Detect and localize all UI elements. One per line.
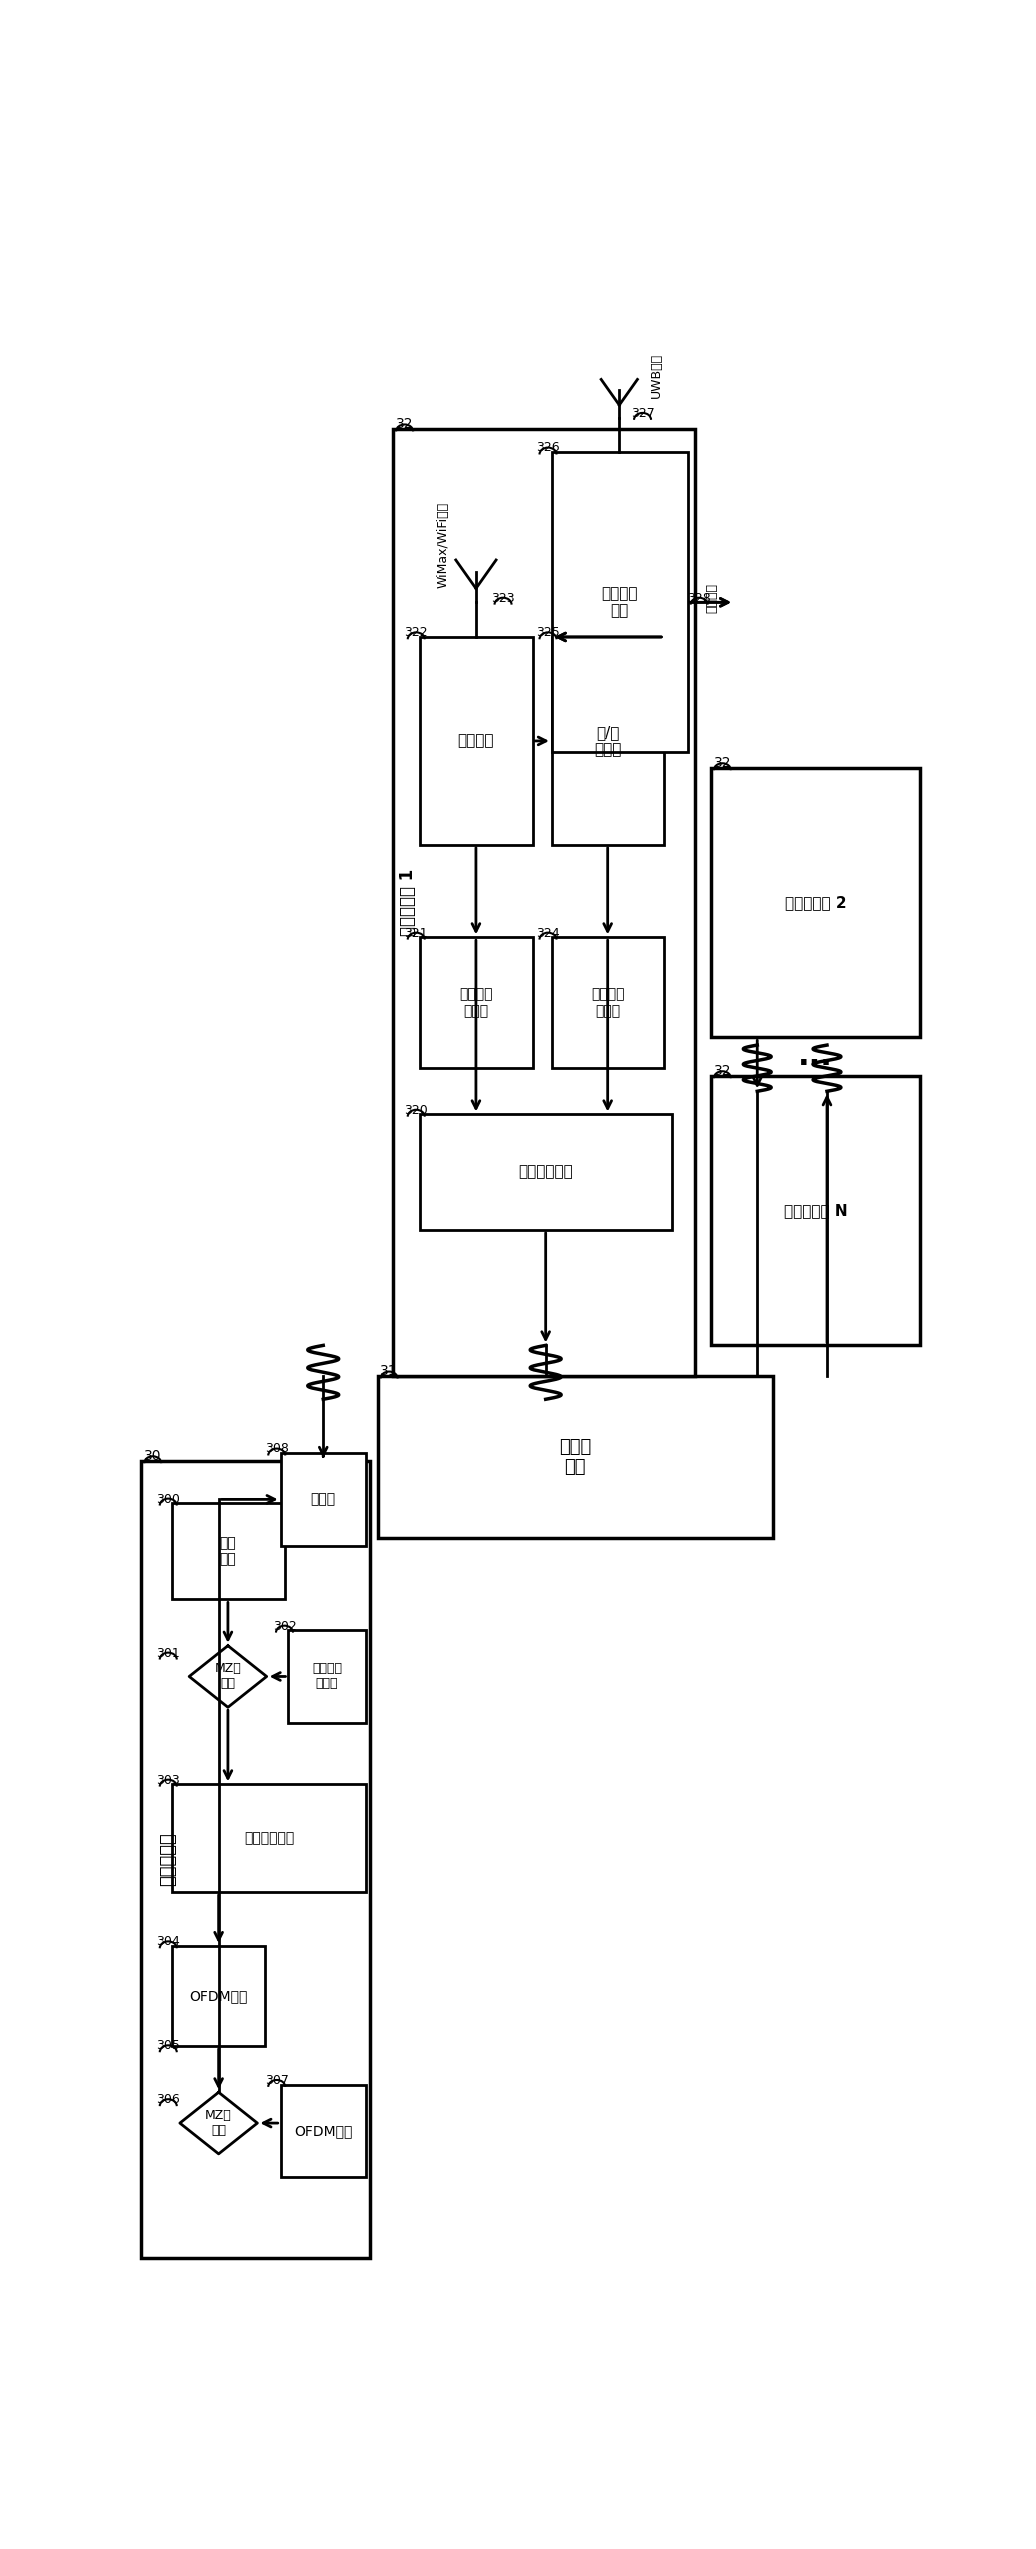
Text: OFDM模块: OFDM模块 [190, 1988, 248, 2004]
Text: ...: ... [798, 1043, 833, 1071]
Text: 324: 324 [537, 928, 559, 941]
Text: 328: 328 [687, 591, 711, 604]
Bar [711, 1076, 920, 1346]
Text: 325: 325 [536, 627, 559, 640]
Text: 307: 307 [265, 2075, 289, 2088]
Text: 30: 30 [144, 1450, 162, 1463]
Text: 300: 300 [156, 1494, 180, 1506]
Bar [141, 1461, 370, 2258]
Text: 320: 320 [404, 1104, 428, 1116]
Text: 光网络单元 2: 光网络单元 2 [784, 895, 846, 910]
Text: 326: 326 [537, 441, 559, 454]
Text: 306: 306 [156, 2093, 180, 2105]
Bar [288, 1631, 366, 1723]
Text: 305: 305 [156, 2039, 180, 2052]
Text: 322: 322 [404, 627, 428, 640]
Text: 323: 323 [491, 591, 515, 604]
Text: 模/数
转换器: 模/数 转换器 [594, 724, 622, 757]
Text: 光回路调控器: 光回路调控器 [243, 1830, 294, 1845]
Text: 高速光电
接收器: 高速光电 接收器 [591, 986, 625, 1017]
Bar [421, 1114, 672, 1229]
Text: 光网络单元 1: 光网络单元 1 [400, 869, 418, 935]
Bar [172, 1945, 265, 2047]
Text: 光分配
网络: 光分配 网络 [559, 1438, 592, 1476]
Bar [421, 637, 533, 844]
Text: UWB信号: UWB信号 [650, 352, 663, 398]
Text: 射频信号
发生器: 射频信号 发生器 [312, 1662, 342, 1690]
Text: 321: 321 [404, 928, 428, 941]
Bar [281, 2085, 366, 2177]
Text: 301: 301 [156, 1647, 180, 1659]
Text: MZ调
制器: MZ调 制器 [214, 1662, 241, 1690]
Bar [172, 1504, 285, 1598]
Text: 32: 32 [714, 757, 731, 770]
Text: 304: 304 [156, 1935, 180, 1947]
Bar [711, 767, 920, 1037]
Text: 302: 302 [272, 1619, 296, 1631]
Text: 光网络单元 N: 光网络单元 N [783, 1203, 847, 1218]
Bar [377, 1376, 773, 1537]
Text: 31: 31 [380, 1364, 398, 1379]
Bar [172, 1784, 366, 1891]
Text: 信号处理
单元: 信号处理 单元 [601, 586, 637, 619]
Text: 303: 303 [156, 1774, 180, 1787]
Text: 耦合器: 耦合器 [311, 1491, 336, 1506]
Bar [552, 938, 664, 1068]
Text: 327: 327 [631, 408, 655, 421]
Text: 高速光电
接收器: 高速光电 接收器 [459, 986, 493, 1017]
Polygon shape [190, 1647, 266, 1708]
Text: 32: 32 [714, 1063, 731, 1078]
Text: 天线模块: 天线模块 [458, 734, 494, 749]
Bar [552, 637, 664, 844]
Text: 308: 308 [265, 1443, 289, 1455]
Text: 激光
光源: 激光 光源 [220, 1537, 236, 1565]
Text: 光线路终端: 光线路终端 [160, 1833, 177, 1886]
Text: 光回路调控器: 光回路调控器 [518, 1165, 573, 1180]
Text: WiMax/WiFi信号: WiMax/WiFi信号 [437, 502, 450, 589]
Text: 基带数据: 基带数据 [706, 584, 719, 614]
Text: OFDM模块: OFDM模块 [294, 2123, 352, 2139]
Bar [393, 428, 695, 1376]
Bar [421, 938, 533, 1068]
Bar [552, 451, 688, 752]
Text: 32: 32 [396, 418, 413, 431]
Text: MZ调
制器: MZ调 制器 [205, 2108, 232, 2136]
Polygon shape [180, 2093, 257, 2154]
Bar [281, 1453, 366, 1545]
